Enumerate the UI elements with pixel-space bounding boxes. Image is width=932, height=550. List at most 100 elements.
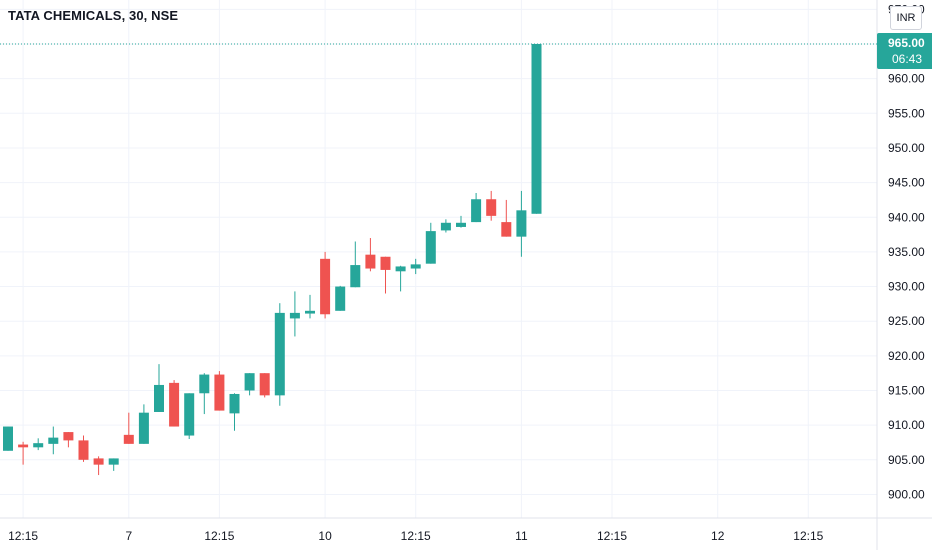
candle-body	[138, 412, 149, 444]
candle-body	[410, 264, 421, 269]
candle-body	[169, 382, 180, 427]
candle	[410, 258, 421, 275]
candle-body	[93, 458, 104, 465]
price-tick-label: 935.00	[888, 245, 925, 259]
candle-body	[516, 210, 527, 237]
candle	[259, 373, 270, 398]
candle	[471, 192, 482, 223]
candle-body	[48, 437, 59, 444]
candle	[486, 190, 497, 221]
candle	[229, 393, 240, 431]
last-price-label: 965.00	[888, 36, 925, 50]
candle	[320, 251, 331, 319]
candle-body	[184, 393, 195, 436]
candle	[365, 238, 376, 272]
candle	[214, 371, 225, 411]
bar-countdown: 06:43	[892, 52, 923, 66]
candle-body	[274, 312, 285, 396]
candle-body	[320, 258, 331, 315]
candle	[93, 456, 104, 476]
candle	[289, 291, 300, 337]
candle	[350, 241, 361, 288]
candle	[18, 441, 29, 465]
candle	[48, 426, 59, 455]
price-tick-label: 945.00	[888, 176, 925, 190]
candle	[274, 303, 285, 406]
candle-body	[531, 44, 542, 214]
time-tick-label: 12	[711, 529, 725, 543]
candle	[305, 294, 315, 319]
candle-body	[501, 222, 512, 237]
time-tick-label: 12:15	[597, 529, 627, 543]
candle-body	[350, 265, 361, 288]
candle-body	[3, 426, 13, 451]
candle-body	[440, 222, 451, 231]
time-tick-label: 12:15	[793, 529, 823, 543]
candle-body	[289, 312, 300, 319]
price-tick-label: 900.00	[888, 487, 925, 501]
price-tick-label: 910.00	[888, 418, 925, 432]
time-axis[interactable]: 12:15 7 12:15 10 12:15 11 12:15 12 12:15	[0, 517, 932, 543]
candle	[3, 426, 13, 451]
last-price-tag: 965.00 06:43	[877, 33, 932, 69]
time-tick-label: 11	[515, 529, 528, 543]
price-axis[interactable]: 970.00965.00960.00955.00950.00945.00940.…	[876, 0, 925, 550]
candle-body	[199, 374, 210, 394]
candle	[63, 432, 74, 448]
price-tick-label: 905.00	[888, 453, 925, 467]
time-tick-label: 12:15	[8, 529, 38, 543]
candle-body	[259, 373, 270, 396]
candle	[184, 393, 195, 440]
price-tick-label: 930.00	[888, 280, 925, 294]
candle-body	[456, 222, 466, 227]
candle-body	[471, 199, 482, 223]
candle-body	[63, 432, 74, 441]
candle	[138, 404, 149, 444]
candle-body	[365, 254, 376, 269]
candle-body	[229, 393, 240, 414]
candle	[33, 438, 44, 451]
candle	[516, 190, 527, 257]
candle	[456, 215, 466, 228]
currency-badge[interactable]: INR	[890, 6, 922, 30]
time-tick-label: 10	[318, 529, 332, 543]
candle	[335, 285, 346, 311]
candle	[154, 364, 164, 412]
candle-body	[486, 199, 497, 216]
candle	[395, 265, 406, 292]
candle-body	[154, 384, 164, 412]
candle-body	[33, 443, 44, 448]
candle	[78, 435, 89, 462]
price-tick-label: 950.00	[888, 141, 925, 155]
candle-body	[18, 444, 29, 448]
candle	[501, 199, 512, 237]
candle	[425, 222, 436, 264]
price-tick-label: 920.00	[888, 349, 925, 363]
price-tick-label: 940.00	[888, 210, 925, 224]
candle	[199, 373, 210, 415]
candles	[3, 44, 542, 476]
candle	[531, 44, 542, 214]
candle-body	[214, 374, 225, 411]
candle	[108, 458, 119, 471]
time-tick-label: 7	[125, 529, 132, 543]
candle	[440, 219, 451, 233]
candle-body	[380, 256, 391, 270]
price-tick-label: 925.00	[888, 314, 925, 328]
candle-body	[78, 440, 89, 460]
candle-body	[335, 286, 346, 311]
time-tick-label: 12:15	[204, 529, 234, 543]
price-tick-label: 960.00	[888, 72, 925, 86]
price-tick-label: 915.00	[888, 384, 925, 398]
symbol-title: TATA CHEMICALS, 30, NSE	[8, 8, 179, 23]
candle-body	[305, 310, 315, 314]
time-tick-label: 12:15	[401, 529, 431, 543]
grid-lines	[0, 0, 877, 518]
candle-body	[244, 373, 255, 391]
price-tick-label: 955.00	[888, 106, 925, 120]
candle-body	[425, 231, 436, 264]
candle	[380, 256, 391, 294]
candle-body	[123, 434, 134, 444]
candle	[123, 412, 134, 444]
